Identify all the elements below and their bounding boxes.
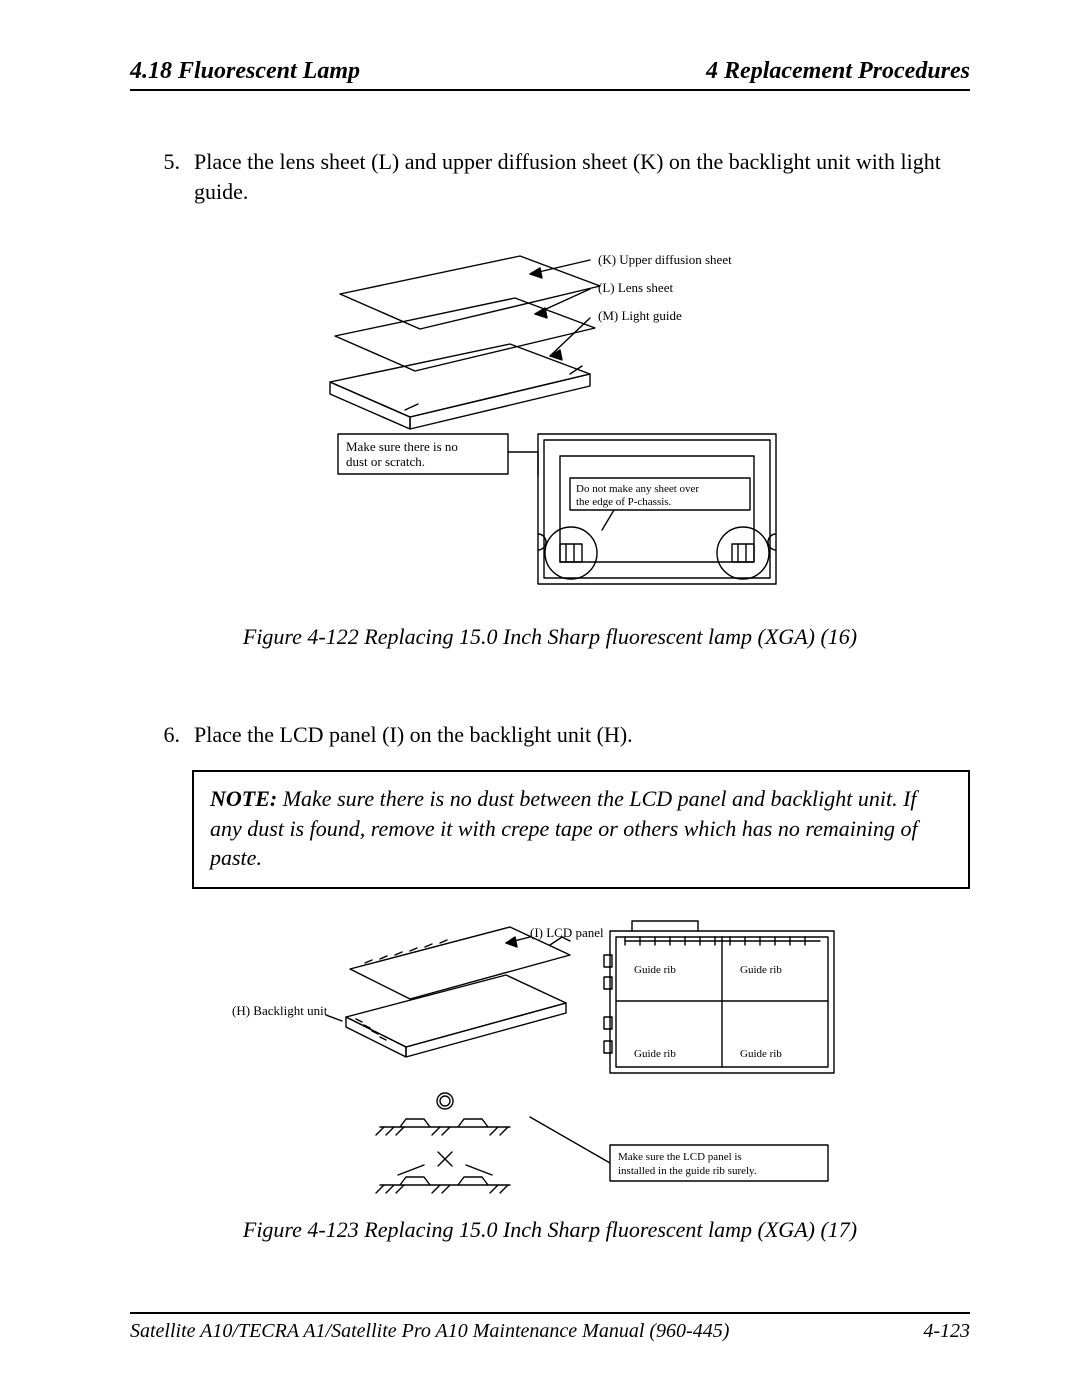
label-guide-rib-4: Guide rib (740, 1048, 782, 1060)
figure-4-122-caption: Figure 4-122 Replacing 15.0 Inch Sharp f… (130, 624, 970, 650)
label-lcd-panel: (I) LCD panel (530, 925, 604, 940)
step-6-text: Place the LCD panel (I) on the backlight… (194, 720, 970, 750)
note-text: Make sure there is no dust between the L… (210, 786, 918, 870)
label-m: (M) Light guide (598, 308, 682, 323)
footer-left: Satellite A10/TECRA A1/Satellite Pro A10… (130, 1320, 729, 1343)
header-right: 4 Replacement Procedures (706, 58, 970, 85)
label-l: (L) Lens sheet (598, 280, 673, 295)
note-box: NOTE: Make sure there is no dust between… (192, 770, 970, 889)
label-dust-1: Make sure there is no (346, 439, 458, 454)
label-edge-2: the edge of P-chassis. (576, 496, 672, 508)
figure-4-123: (I) LCD panel (H) Backlight unit Guide r… (130, 907, 970, 1207)
label-surely-1: Make sure the LCD panel is (618, 1151, 742, 1163)
step-5-number: 5. (130, 147, 194, 206)
label-k: (K) Upper diffusion sheet (598, 252, 732, 267)
label-backlight-unit: (H) Backlight unit (232, 1003, 328, 1018)
step-5-text: Place the lens sheet (L) and upper diffu… (194, 147, 970, 206)
step-6-number: 6. (130, 720, 194, 750)
label-guide-rib-3: Guide rib (634, 1048, 676, 1060)
figure-4-122: (K) Upper diffusion sheet (L) Lens sheet… (130, 234, 970, 614)
figure-4-123-svg: (I) LCD panel (H) Backlight unit Guide r… (230, 907, 870, 1207)
page-header: 4.18 Fluorescent Lamp 4 Replacement Proc… (130, 58, 970, 91)
note-label: NOTE: (210, 786, 277, 811)
label-surely-2: installed in the guide rib surely. (618, 1165, 757, 1177)
step-5: 5. Place the lens sheet (L) and upper di… (130, 147, 970, 206)
label-guide-rib-2: Guide rib (740, 964, 782, 976)
figure-4-123-caption: Figure 4-123 Replacing 15.0 Inch Sharp f… (130, 1217, 970, 1243)
step-6: 6. Place the LCD panel (I) on the backli… (130, 720, 970, 750)
header-left: 4.18 Fluorescent Lamp (130, 58, 360, 85)
figure-4-122-svg: (K) Upper diffusion sheet (L) Lens sheet… (270, 234, 830, 614)
page: 4.18 Fluorescent Lamp 4 Replacement Proc… (0, 0, 1080, 1397)
label-guide-rib-1: Guide rib (634, 964, 676, 976)
label-edge-1: Do not make any sheet over (576, 483, 699, 495)
footer-right: 4-123 (923, 1320, 970, 1343)
page-footer: Satellite A10/TECRA A1/Satellite Pro A10… (130, 1312, 970, 1343)
label-dust-2: dust or scratch. (346, 454, 425, 469)
